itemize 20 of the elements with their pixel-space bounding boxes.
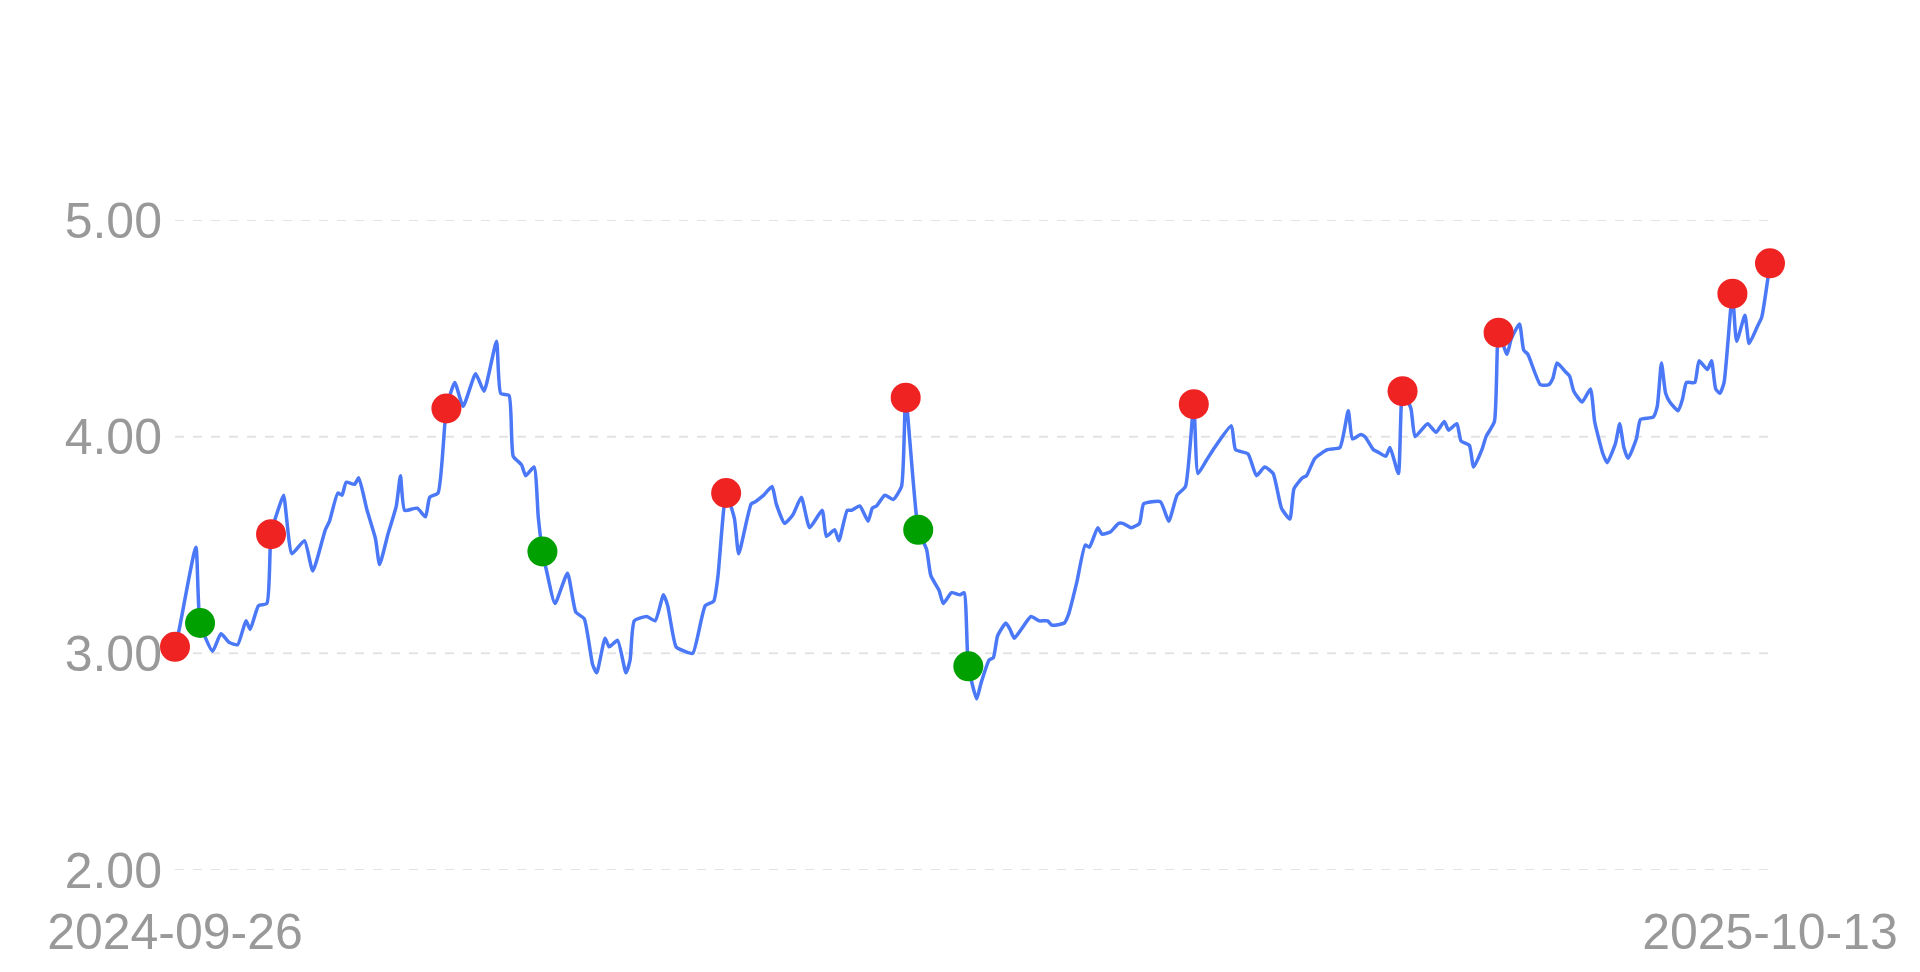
point (1387, 376, 1418, 407)
point (431, 393, 462, 424)
x-tick-label: 2025-10-13 (1642, 904, 1898, 960)
y-tick-label: 3.00 (64, 625, 162, 682)
point (953, 651, 984, 682)
y-tick-label: 2.00 (64, 842, 162, 899)
point (711, 478, 742, 508)
point (903, 514, 934, 545)
point (256, 519, 287, 550)
point (1178, 389, 1209, 420)
y-tick-label: 4.00 (64, 409, 162, 466)
point (1717, 278, 1748, 309)
point (527, 536, 558, 567)
y-tick-label: 5.00 (64, 192, 162, 249)
x-tick-label: 2024-09-26 (47, 904, 303, 960)
point (1755, 248, 1785, 279)
point (185, 608, 216, 638)
point (890, 382, 921, 413)
point (1483, 317, 1514, 348)
point (160, 631, 190, 662)
